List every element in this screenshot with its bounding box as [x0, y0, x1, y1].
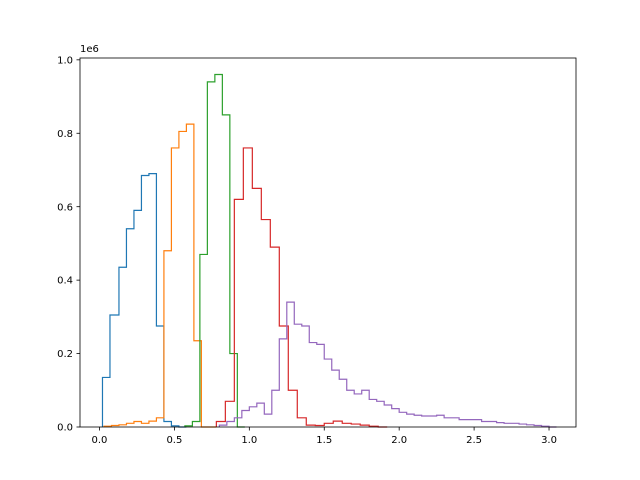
axes-frame — [79, 57, 577, 428]
histogram-series-2 — [103, 123, 217, 428]
histogram-series-5 — [218, 301, 557, 428]
x-tick-label: 2.5 — [466, 435, 482, 446]
y-tick-label: 1.0 — [57, 55, 73, 66]
y-tick-label: 0.8 — [57, 129, 73, 140]
x-tick-label: 0.5 — [166, 435, 182, 446]
y-tick-label: 0.6 — [57, 202, 73, 213]
histogram-series-4 — [215, 147, 388, 428]
y-axis-scale-label: 1e6 — [80, 44, 99, 55]
x-tick-label: 3.0 — [541, 435, 557, 446]
y-tick-label: 0.4 — [57, 276, 73, 287]
y-tick-label: 0.2 — [57, 349, 73, 360]
y-tick-label: 0.0 — [57, 423, 73, 434]
histogram-series-1 — [101, 173, 187, 428]
x-tick-label: 1.0 — [241, 435, 257, 446]
x-axis: 0.0 0.5 1.0 1.5 2.0 2.5 3.0 — [92, 427, 557, 446]
histogram-series-3 — [184, 73, 245, 428]
x-tick-label: 1.5 — [316, 435, 332, 446]
series-layer — [101, 73, 557, 428]
x-tick-label: 0.0 — [92, 435, 108, 446]
x-tick-label: 2.0 — [391, 435, 407, 446]
y-axis: 0.0 0.2 0.4 0.6 0.8 1.0 — [57, 55, 80, 434]
